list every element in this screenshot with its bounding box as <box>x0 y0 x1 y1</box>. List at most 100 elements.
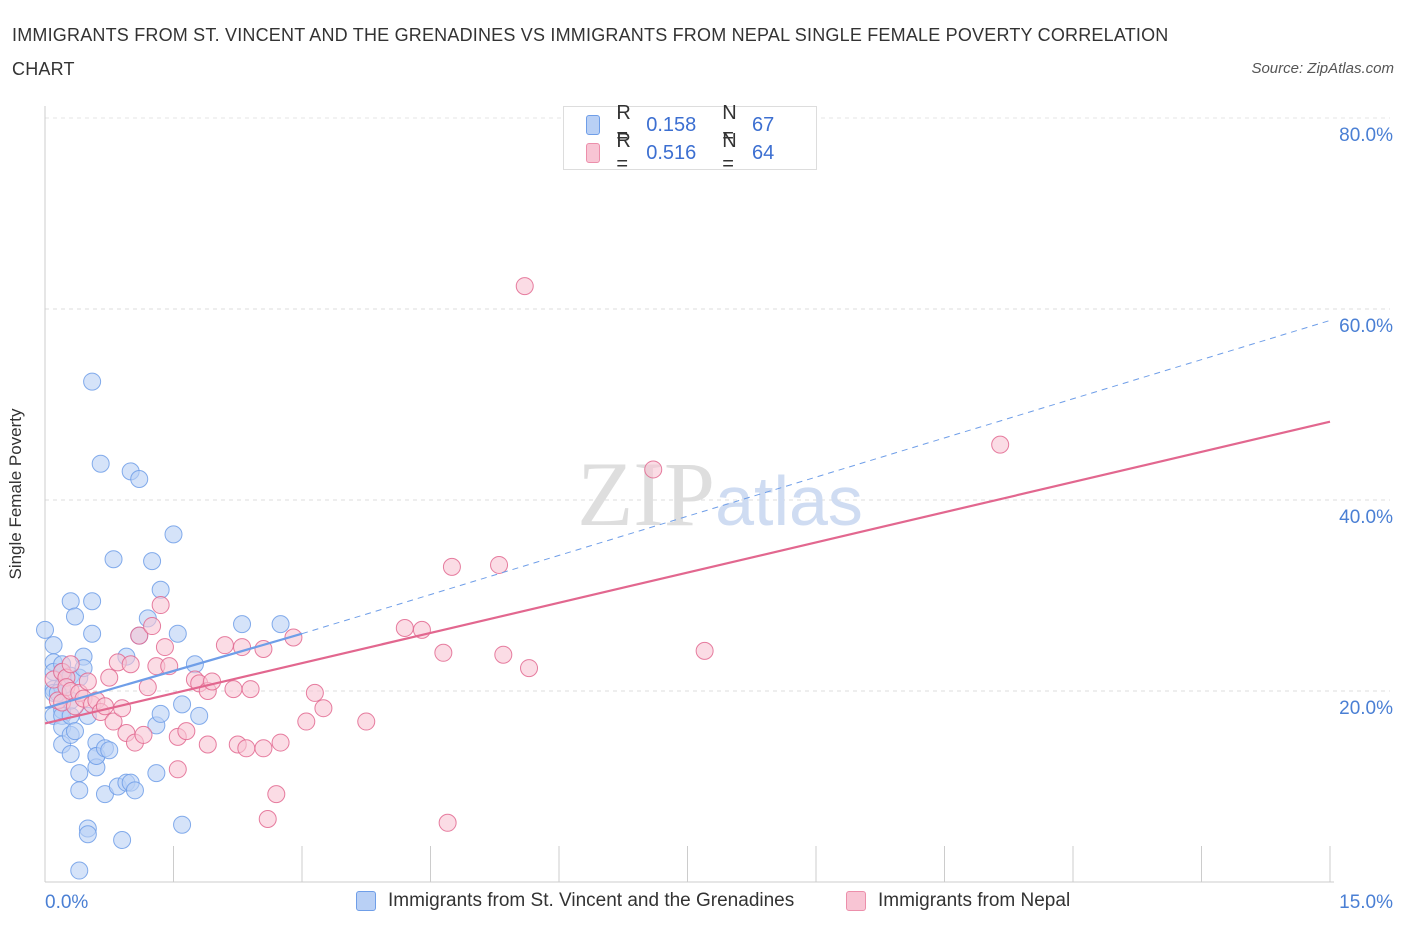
legend-swatch-series-2 <box>586 143 601 163</box>
data-point-series-2 <box>258 809 277 828</box>
data-point-series-1 <box>173 695 192 714</box>
data-point-series-2 <box>297 712 316 731</box>
data-point-series-1 <box>65 722 84 741</box>
data-points <box>36 277 1010 880</box>
data-point-series-1 <box>83 592 102 611</box>
bottom-legend-label-series-2: Immigrants from Nepal <box>878 890 1071 911</box>
r-label: R = <box>616 102 631 147</box>
data-point-series-2 <box>494 645 513 664</box>
data-point-series-2 <box>271 733 290 752</box>
data-point-series-1 <box>168 624 187 643</box>
data-point-series-2 <box>121 655 140 674</box>
data-point-series-1 <box>164 525 183 544</box>
data-point-series-1 <box>125 781 144 800</box>
data-point-series-1 <box>44 636 63 655</box>
data-point-series-1 <box>36 620 54 639</box>
data-point-series-2 <box>305 683 324 702</box>
data-point-series-2 <box>442 557 461 576</box>
data-point-series-2 <box>198 735 217 754</box>
data-point-series-2 <box>241 680 260 699</box>
data-point-series-1 <box>143 552 162 571</box>
trend-lines <box>44 319 1331 725</box>
y-axis-label: Single Female Poverty <box>6 408 25 580</box>
data-point-series-2 <box>61 655 80 674</box>
y-tick-label: 80.0% <box>1339 125 1393 146</box>
data-point-series-2 <box>515 277 534 296</box>
data-point-series-2 <box>177 722 196 741</box>
data-point-series-1 <box>104 550 123 569</box>
trend-line-dashed-series-1 <box>301 319 1331 635</box>
y-tick-label: 40.0% <box>1339 507 1393 528</box>
data-point-series-2 <box>95 697 114 716</box>
data-point-series-2 <box>314 699 333 718</box>
grid-lines <box>45 117 1390 692</box>
data-point-series-1 <box>100 741 119 760</box>
data-point-series-1 <box>78 825 97 844</box>
y-tick-label: 20.0% <box>1339 698 1393 719</box>
y-tick-label: 60.0% <box>1339 316 1393 337</box>
data-point-series-1 <box>130 469 149 488</box>
data-point-series-1 <box>70 764 89 783</box>
bottom-legend-swatch-series-1 <box>356 891 376 911</box>
data-point-series-1 <box>271 615 290 634</box>
data-point-series-1 <box>147 764 166 783</box>
data-point-series-2 <box>395 618 414 637</box>
r-value-series-1: 0.158 <box>646 113 697 136</box>
bottom-legend-item-series-1: Immigrants from St. Vincent and the Gren… <box>356 888 794 914</box>
data-point-series-2 <box>134 725 153 744</box>
data-point-series-1 <box>65 607 84 626</box>
data-point-series-2 <box>130 626 149 645</box>
data-point-series-2 <box>490 555 509 574</box>
x-tick-label: 15.0% <box>1339 892 1393 913</box>
axes <box>44 106 1334 883</box>
data-point-series-2 <box>143 617 162 636</box>
bottom-legend-label-series-1: Immigrants from St. Vincent and the Gren… <box>388 890 795 911</box>
source-label: Source: ZipAtlas.com <box>1251 60 1394 77</box>
r-label: R = <box>616 130 631 175</box>
data-point-series-1 <box>151 580 170 599</box>
data-point-series-1 <box>83 624 102 643</box>
bottom-legend-item-series-2: Immigrants from Nepal <box>846 888 1070 914</box>
x-tick-label: 0.0% <box>45 892 88 913</box>
data-point-series-2 <box>434 643 453 662</box>
correlation-legend: R = 0.158 N = 67 R = 0.516 N = 64 <box>563 102 817 175</box>
data-point-series-1 <box>61 592 80 611</box>
n-value-series-1: 67 <box>752 113 775 136</box>
data-point-series-1 <box>91 454 110 473</box>
trend-line-series-1 <box>44 632 303 710</box>
data-point-series-2 <box>151 596 170 615</box>
data-point-series-2 <box>100 668 119 687</box>
data-point-series-2 <box>104 712 123 731</box>
chart-title: IMMIGRANTS FROM ST. VINCENT AND THE GREN… <box>12 25 1169 79</box>
data-point-series-2 <box>991 435 1010 454</box>
n-label: N = <box>722 130 737 175</box>
data-point-series-2 <box>438 813 457 832</box>
legend-row-series-1: R = 0.158 N = 67 <box>586 102 816 147</box>
data-point-series-1 <box>151 704 170 723</box>
data-point-series-2 <box>520 659 539 678</box>
legend-swatch-series-1 <box>586 115 601 135</box>
data-point-series-2 <box>357 712 376 731</box>
trend-line-series-2 <box>44 420 1331 725</box>
data-point-series-1 <box>190 706 209 725</box>
data-point-series-2 <box>695 641 714 660</box>
n-value-series-2: 64 <box>752 141 775 164</box>
data-point-series-2 <box>237 739 256 758</box>
data-point-series-2 <box>113 699 132 718</box>
data-point-series-1 <box>61 745 80 764</box>
data-point-series-2 <box>224 680 243 699</box>
data-point-series-1 <box>70 861 89 880</box>
data-point-series-2 <box>78 672 97 691</box>
r-value-series-2: 0.516 <box>646 141 697 164</box>
data-point-series-2 <box>155 638 174 657</box>
data-point-series-1 <box>70 781 89 800</box>
tick-labels: 20.0% 40.0% 60.0% 80.0% 0.0% 15.0% <box>45 125 1393 913</box>
data-point-series-2 <box>203 672 222 691</box>
data-point-series-1 <box>233 615 252 634</box>
data-point-series-2 <box>267 785 286 804</box>
n-label: N = <box>722 102 737 147</box>
data-point-series-2 <box>644 460 663 479</box>
data-point-series-2 <box>254 739 273 758</box>
data-point-series-2 <box>215 636 234 655</box>
